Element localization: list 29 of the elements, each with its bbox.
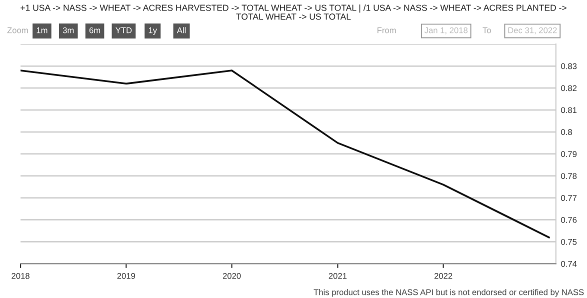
text: All	[176, 27, 186, 34]
text: This product uses the NASS API but is not endorsed or certified by NASS	[314, 289, 584, 297]
y-tick-label: 0.76	[561, 217, 577, 223]
y-tick-label: 0.83	[561, 63, 577, 70]
y-tick-label: 0.79	[561, 151, 577, 158]
x-tick-label: 2020	[222, 272, 241, 279]
x-tick-label: 2022	[434, 272, 452, 279]
y-tick-label: 0.75	[561, 238, 577, 245]
x-tick-label: 2019	[117, 272, 136, 279]
text: To	[482, 27, 491, 34]
line-series	[20, 70, 550, 238]
chart-title: +1 USA -> NASS -> WHEAT -> ACRES HARVESTED -> TOTAL WHEAT -> US TOTAL | /1 USA -> NASS -> WHEAT -> ACRES PLANTED -> TOTAL WHEAT -> US TOTAL	[20, 4, 566, 20]
text: Jan 1, 2018	[424, 27, 468, 34]
y-tick-label: 0.81	[561, 107, 577, 114]
y-tick-label: 0.78	[561, 173, 577, 179]
y-tick-label: 0.77	[561, 195, 577, 201]
y-tick-label: 0.8	[561, 129, 572, 136]
text: Dec 31, 2022	[508, 27, 557, 34]
text: 3m	[62, 27, 74, 34]
text: 1m	[36, 27, 48, 34]
x-tick-label: 2021	[328, 272, 347, 279]
text: Zoom	[7, 27, 28, 34]
text: From	[378, 27, 396, 34]
text: 6m	[89, 27, 100, 34]
y-tick-label: 0.74	[561, 260, 577, 267]
text: 1y	[148, 27, 158, 35]
x-tick-label: 2018	[12, 272, 30, 279]
y-tick-label: 0.82	[561, 85, 577, 92]
text: YTD	[116, 27, 132, 34]
